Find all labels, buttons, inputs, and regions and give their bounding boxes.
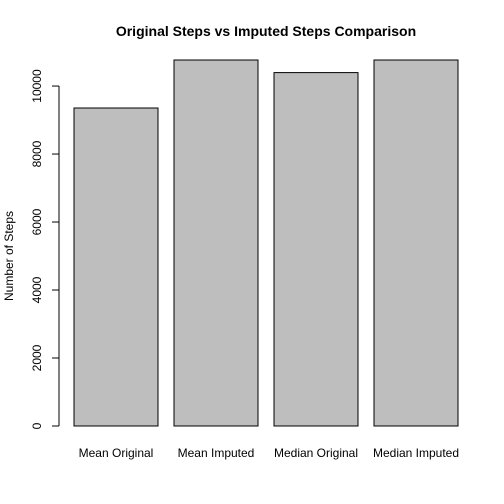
y-tick-label: 2000 <box>30 344 44 371</box>
x-tick-label: Mean Imputed <box>178 446 255 460</box>
x-tick-label: Median Imputed <box>373 446 459 460</box>
bars <box>73 59 459 427</box>
bar <box>373 59 459 427</box>
x-tick-label: Median Original <box>274 446 358 460</box>
y-tick-label: 10000 <box>30 69 44 103</box>
bar <box>173 59 259 427</box>
category-labels: Mean Original Mean Imputed Median Original… <box>79 446 459 460</box>
y-tick-label: 8000 <box>30 140 44 167</box>
y-tick-label: 6000 <box>30 208 44 235</box>
y-axis: 0 2000 4000 6000 8000 10000 <box>30 69 60 429</box>
x-tick-label: Mean Original <box>79 446 154 460</box>
y-tick-label: 0 <box>30 422 44 429</box>
bar <box>73 107 159 427</box>
y-tick-label: 4000 <box>30 276 44 303</box>
chart-title: Original Steps vs Imputed Steps Comparis… <box>116 23 416 39</box>
bar <box>273 72 359 427</box>
y-axis-label: Number of Steps <box>2 211 16 301</box>
